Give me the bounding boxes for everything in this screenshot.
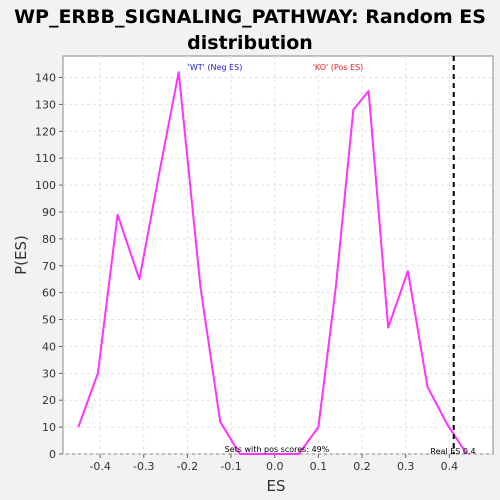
y-tick-label: 80 [42,233,56,246]
pos-es-label: 'KO' (Pos ES) [313,63,364,72]
x-tick-label: 0.2 [353,460,371,473]
x-tick-label: -0.4 [89,460,110,473]
plot-area [62,55,494,455]
y-tick-label: 60 [42,287,56,300]
y-tick-label: 110 [35,152,56,165]
y-tick-label: 30 [42,367,56,380]
x-tick-label: 0.1 [310,460,328,473]
y-tick-label: 130 [35,98,56,111]
x-axis: -0.4 -0.3 -0.2 -0.1 0.0 0.1 0.2 0.3 0.4 [89,454,458,473]
y-tick-label: 140 [35,72,56,85]
chart-title-line-1: WP_ERBB_SIGNALING_PATHWAY: Random ES [14,6,486,28]
y-tick-label: 10 [42,421,56,434]
x-tick-label: 0.0 [266,460,284,473]
x-tick-label: 0.3 [397,460,415,473]
x-tick-label: 0.4 [441,460,459,473]
y-axis: 0 10 20 30 40 50 60 70 80 90 100 110 120 130 140 [35,72,63,461]
x-tick-label: -0.1 [220,460,241,473]
y-tick-label: 70 [42,260,56,273]
x-tick-label: -0.3 [133,460,154,473]
y-tick-label: 20 [42,394,56,407]
y-tick-label: 0 [49,448,56,461]
es-distribution-line [77,71,468,455]
real-es-label: Real ES 0.4 [430,447,475,456]
chart-title-line-2: distribution [187,32,313,54]
x-tick-label: -0.2 [177,460,198,473]
y-tick-label: 40 [42,340,56,353]
y-axis-label: P(ES) [12,235,30,275]
grid-lines [63,56,493,455]
y-tick-label: 50 [42,314,56,327]
x-axis-label: ES [267,477,286,495]
neg-es-label: 'WT' (Neg ES) [188,63,243,72]
pos-scores-annotation: Sets with pos scores: 49% [225,445,330,454]
y-tick-label: 100 [35,179,56,192]
series-group [77,56,468,455]
y-tick-label: 120 [35,125,56,138]
chart-title: WP_ERBB_SIGNALING_PATHWAY: Random ES dis… [0,4,500,56]
y-tick-label: 90 [42,206,56,219]
